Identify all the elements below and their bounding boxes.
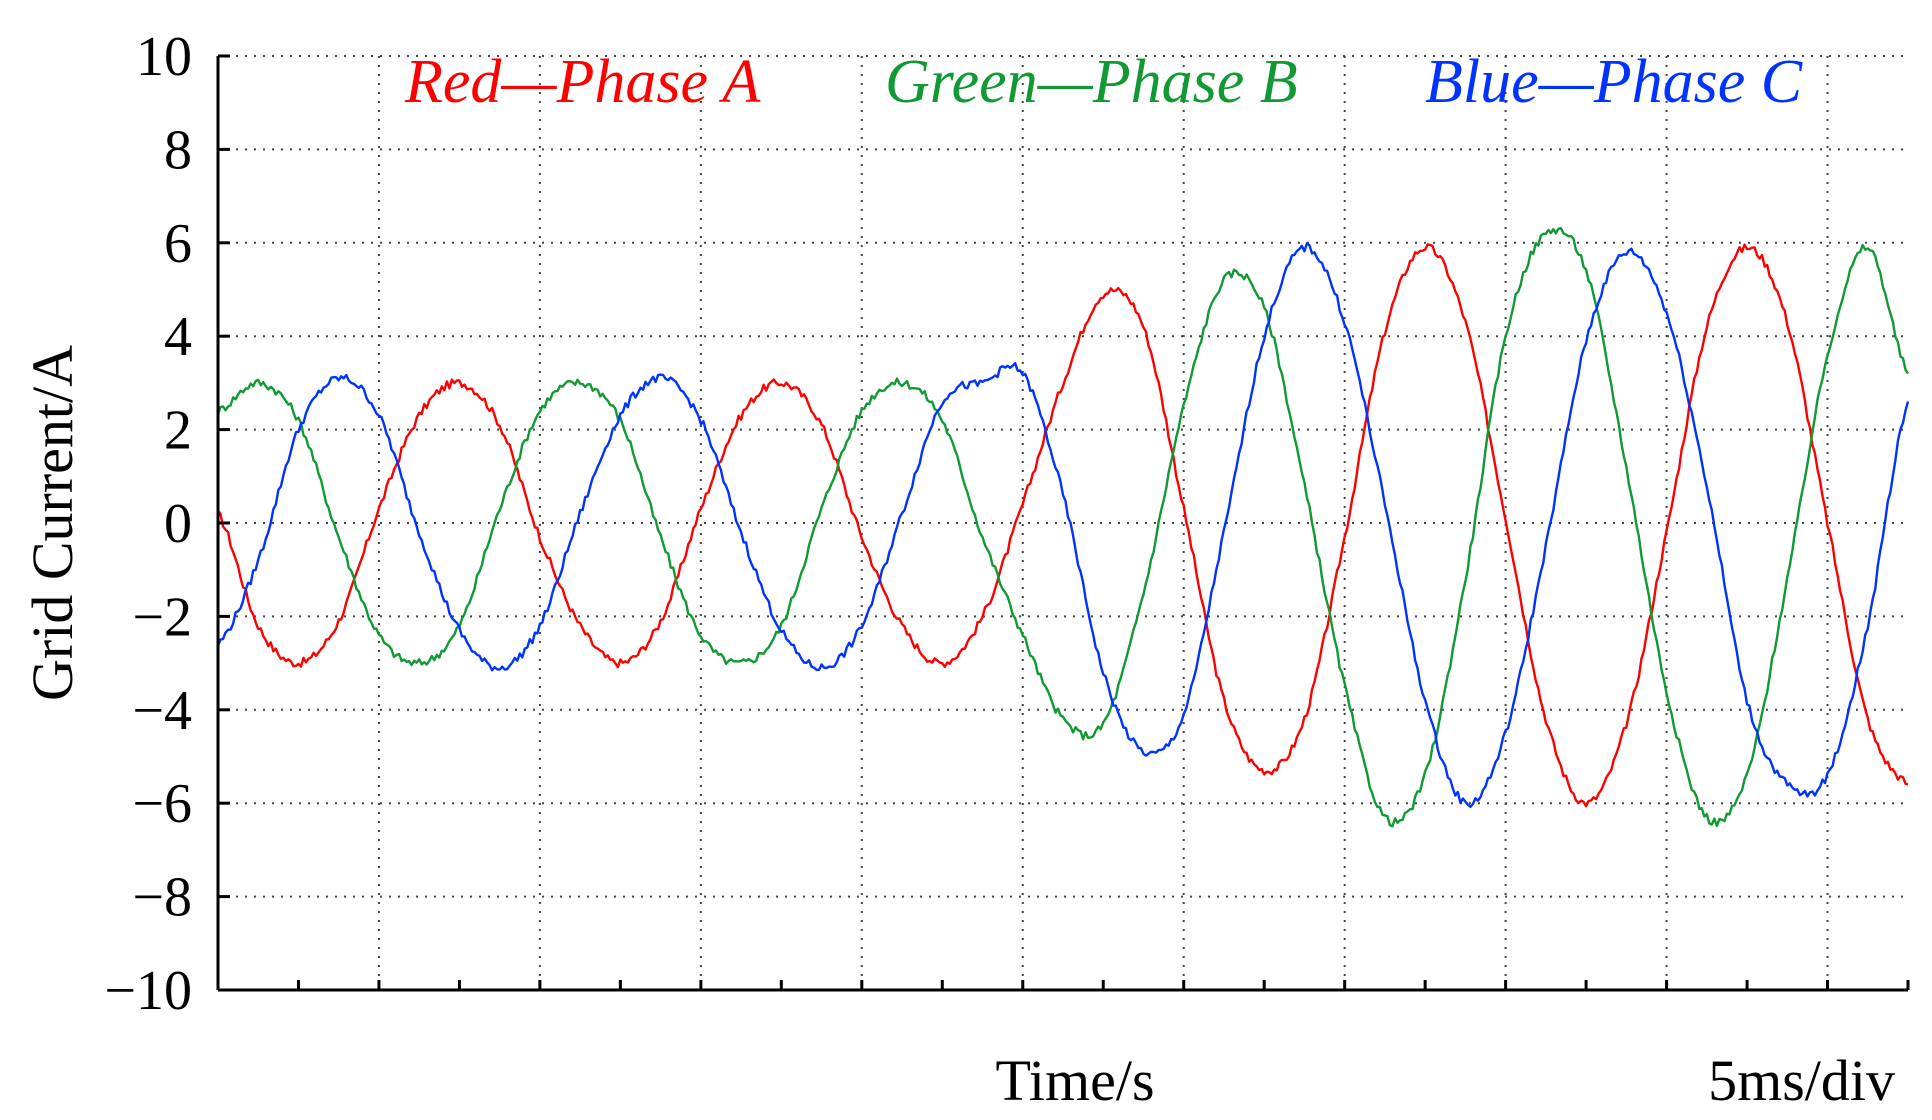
- grid-lines: [218, 55, 1908, 990]
- y-tick-label: 4: [164, 306, 192, 368]
- y-tick-label: 10: [136, 26, 192, 88]
- legend-entry-phase-c: Blue—Phase C: [1425, 48, 1803, 116]
- series-line-phase-a: [216, 243, 1909, 808]
- series-lines: [216, 227, 1910, 828]
- time-scale-note: 5ms/div: [1708, 1048, 1895, 1113]
- axes: [216, 54, 1910, 992]
- series-line-phase-b: [216, 227, 1910, 828]
- y-tick-label: −8: [132, 867, 192, 929]
- y-tick-label: 2: [164, 400, 192, 462]
- y-tick-label: −2: [132, 586, 192, 648]
- y-tick-label: −4: [132, 680, 192, 742]
- series-line-phase-c: [216, 242, 1910, 808]
- y-axis-title: Grid Current/A: [20, 345, 85, 701]
- y-tick-label: 8: [164, 119, 192, 181]
- legend-entry-phase-b: Green—Phase B: [885, 48, 1298, 116]
- y-tick-labels: 10 8 6 4 2 0 −2 −4 −6 −8 −10: [104, 26, 192, 1022]
- legend: Red—Phase A Green—Phase B Blue—Phase C: [404, 48, 1803, 116]
- y-tick-label: −10: [104, 960, 192, 1022]
- legend-entry-phase-a: Red—Phase A: [404, 48, 761, 116]
- y-tick-label: −6: [132, 773, 192, 835]
- y-tick-label: 6: [164, 213, 192, 275]
- x-axis-title: Time/s: [995, 1048, 1154, 1113]
- y-tick-label: 0: [164, 493, 192, 555]
